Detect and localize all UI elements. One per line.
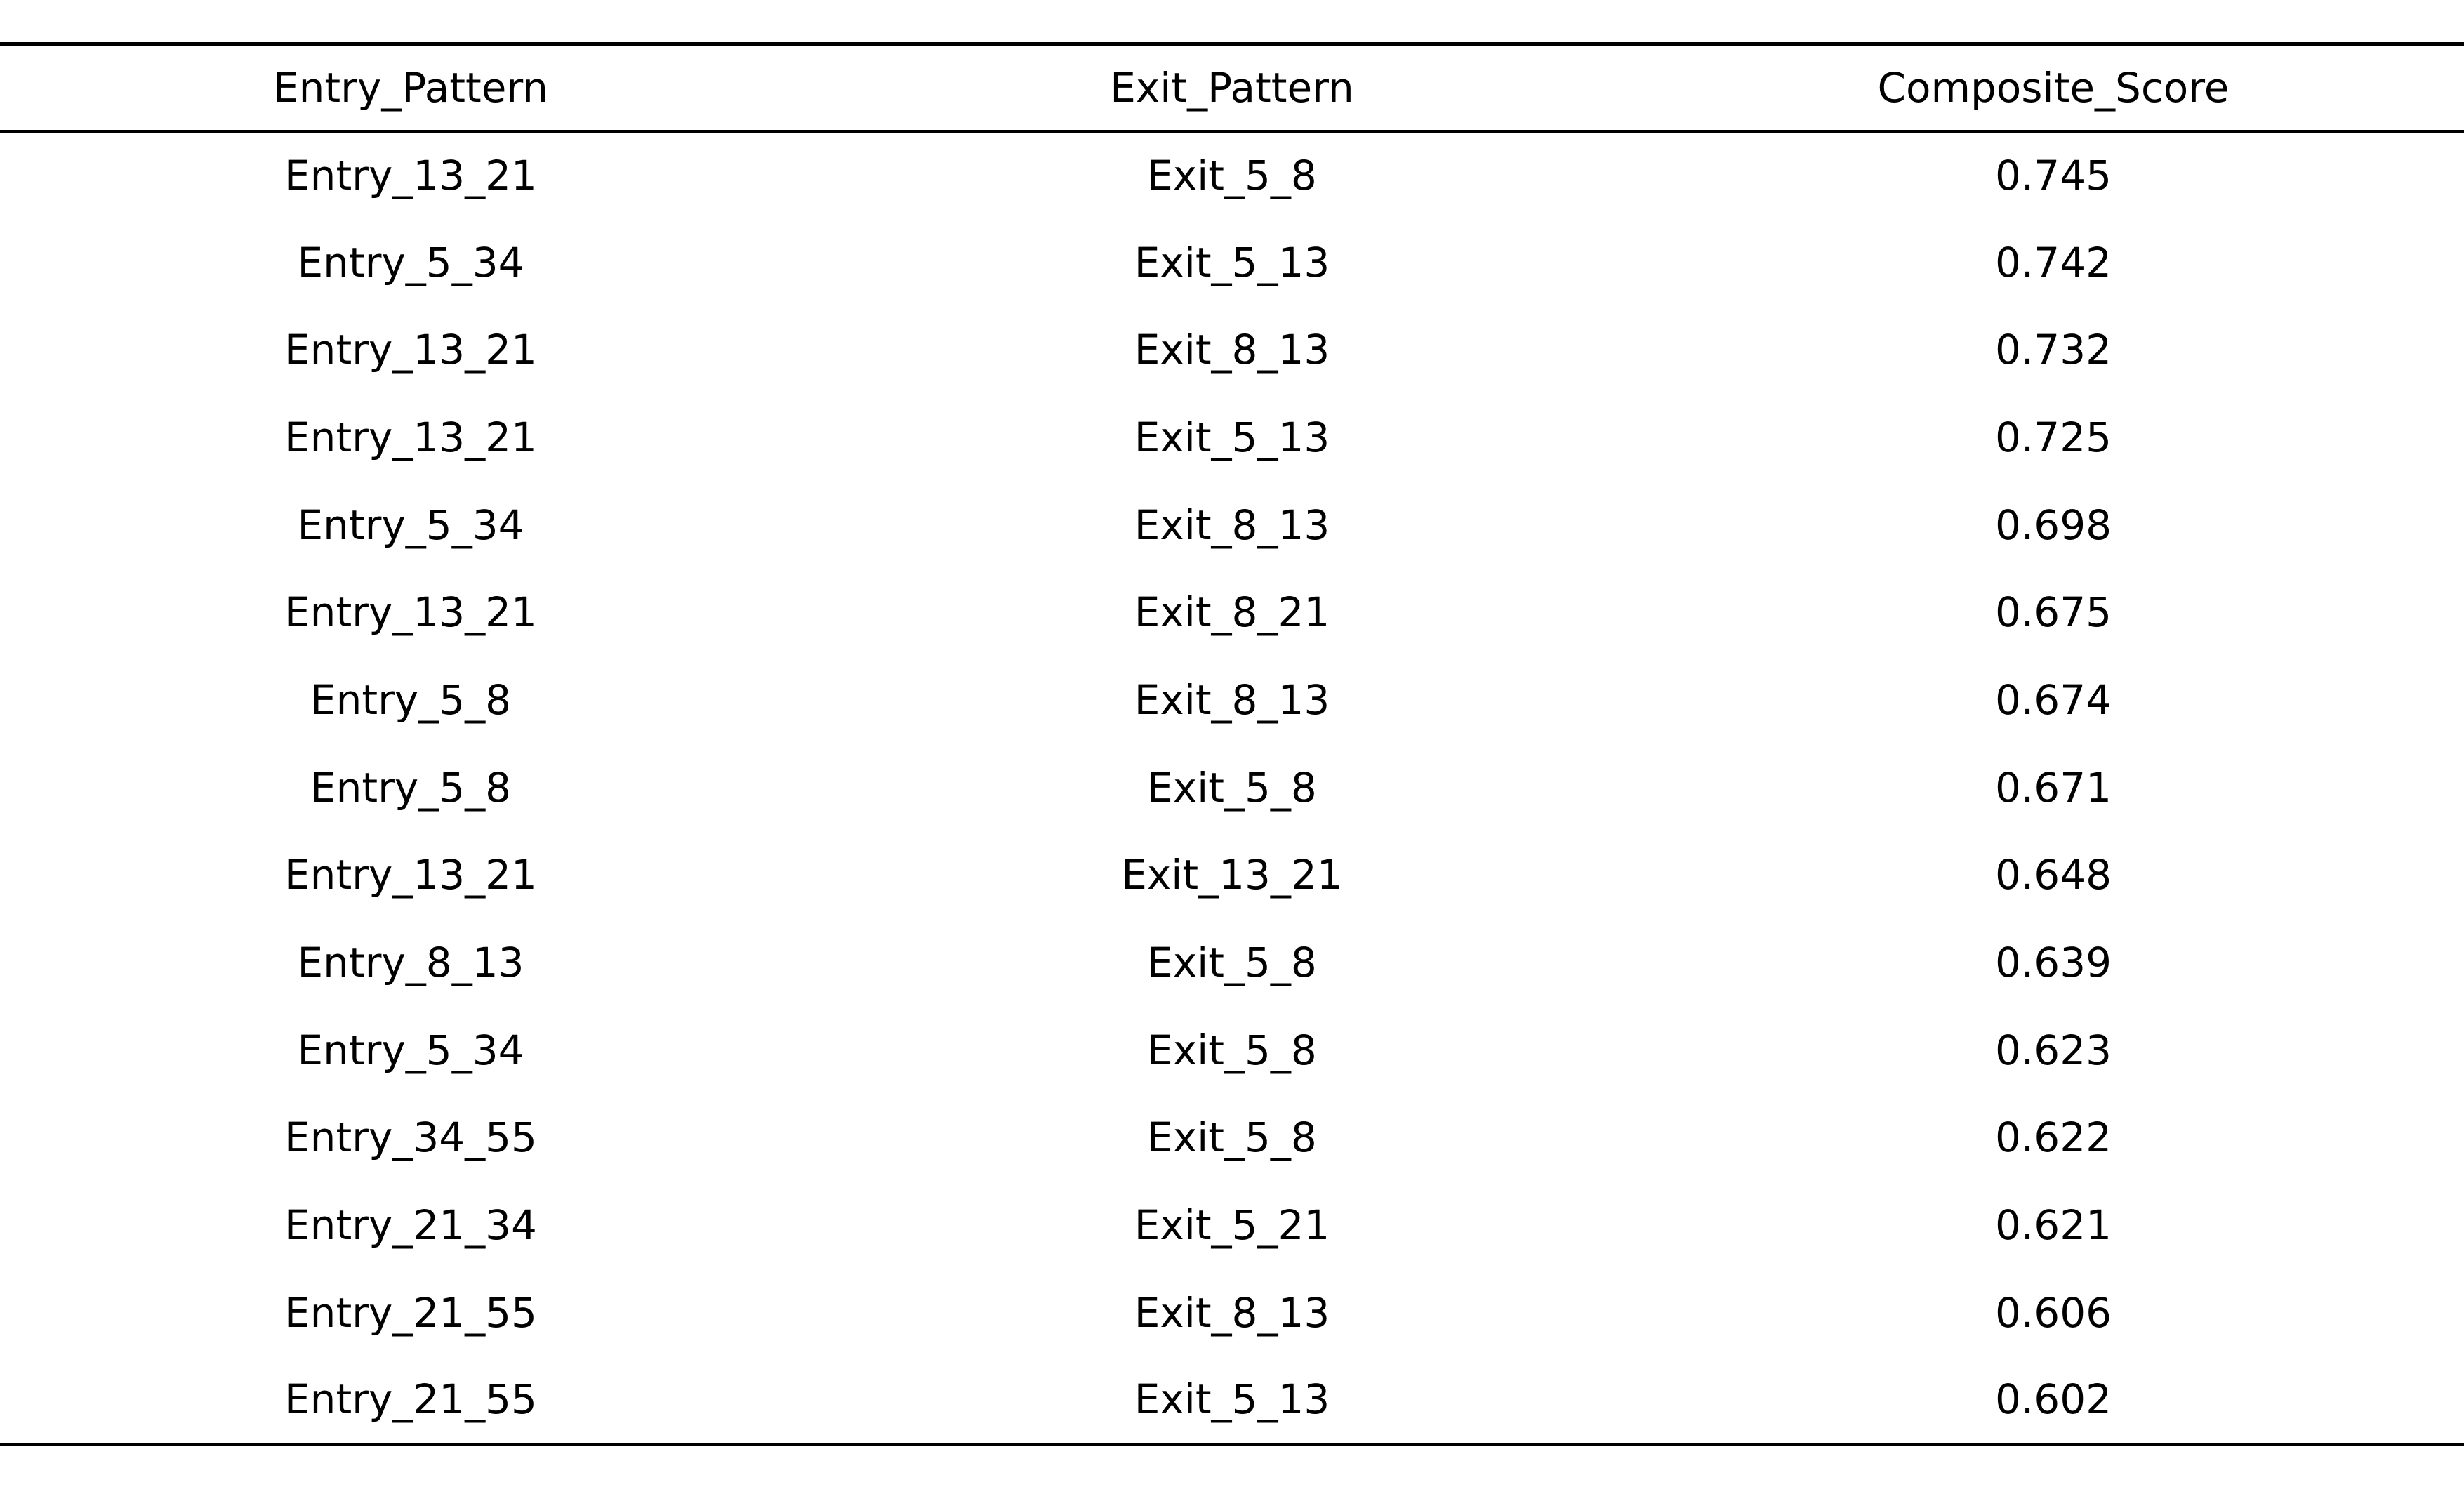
exit-pattern-cell: Exit_5_13 bbox=[1134, 238, 1330, 286]
entry-pattern-cell: Entry_5_34 bbox=[297, 1026, 524, 1074]
results-table: Entry_Pattern Exit_Pattern Composite_Sco… bbox=[0, 42, 2464, 1446]
exit-pattern-cell: Exit_5_8 bbox=[1147, 763, 1317, 812]
exit-pattern-cell: Exit_13_21 bbox=[1121, 851, 1343, 899]
entry-pattern-cell: Entry_13_21 bbox=[284, 851, 537, 899]
entry-pattern-cell: Entry_13_21 bbox=[284, 413, 537, 461]
exit-pattern-cell: Exit_5_21 bbox=[1134, 1201, 1330, 1250]
composite-score-cell: 0.742 bbox=[1994, 238, 2112, 286]
column-header-entry-pattern: Entry_Pattern bbox=[273, 63, 548, 112]
composite-score-cell: 0.675 bbox=[1994, 588, 2112, 637]
entry-pattern-cell: Entry_5_34 bbox=[297, 501, 524, 549]
table-row: Entry_21_34 Exit_5_21 0.621 bbox=[0, 1182, 2464, 1269]
composite-score-cell: 0.725 bbox=[1994, 413, 2112, 461]
composite-score-cell: 0.639 bbox=[1994, 939, 2112, 987]
composite-score-cell: 0.732 bbox=[1994, 326, 2112, 374]
table-row: Entry_5_34 Exit_8_13 0.698 bbox=[0, 481, 2464, 569]
table-row: Entry_21_55 Exit_8_13 0.606 bbox=[0, 1269, 2464, 1356]
table-row: Entry_5_8 Exit_5_8 0.671 bbox=[0, 744, 2464, 831]
table-row: Entry_5_34 Exit_5_8 0.623 bbox=[0, 1006, 2464, 1094]
composite-score-cell: 0.745 bbox=[1994, 151, 2112, 199]
composite-score-cell: 0.623 bbox=[1994, 1026, 2112, 1074]
entry-pattern-cell: Entry_34_55 bbox=[284, 1113, 537, 1162]
exit-pattern-cell: Exit_5_8 bbox=[1147, 939, 1317, 987]
composite-score-cell: 0.622 bbox=[1994, 1113, 2112, 1162]
column-header-composite-score: Composite_Score bbox=[1877, 63, 2230, 112]
entry-pattern-cell: Entry_5_8 bbox=[310, 763, 512, 812]
entry-pattern-cell: Entry_13_21 bbox=[284, 326, 537, 374]
entry-pattern-cell: Entry_21_34 bbox=[284, 1201, 537, 1250]
exit-pattern-cell: Exit_5_8 bbox=[1147, 1113, 1317, 1162]
exit-pattern-cell: Exit_5_13 bbox=[1134, 413, 1330, 461]
entry-pattern-cell: Entry_13_21 bbox=[284, 588, 537, 637]
composite-score-cell: 0.674 bbox=[1994, 675, 2112, 724]
composite-score-cell: 0.602 bbox=[1994, 1375, 2112, 1424]
table-row: Entry_5_34 Exit_5_13 0.742 bbox=[0, 218, 2464, 306]
composite-score-cell: 0.698 bbox=[1994, 501, 2112, 549]
column-header-exit-pattern: Exit_Pattern bbox=[1110, 63, 1354, 112]
composite-score-cell: 0.671 bbox=[1994, 763, 2112, 812]
table-row: Entry_8_13 Exit_5_8 0.639 bbox=[0, 919, 2464, 1007]
table-row: Entry_13_21 Exit_5_8 0.745 bbox=[0, 131, 2464, 219]
table-row: Entry_13_21 Exit_8_21 0.675 bbox=[0, 569, 2464, 656]
exit-pattern-cell: Exit_8_21 bbox=[1134, 588, 1330, 637]
table-body: Entry_13_21 Exit_5_8 0.745 Entry_5_34 Exit_5… bbox=[0, 131, 2464, 1444]
exit-pattern-cell: Exit_5_13 bbox=[1134, 1375, 1330, 1424]
table-row: Entry_13_21 Exit_13_21 0.648 bbox=[0, 831, 2464, 919]
exit-pattern-cell: Exit_5_8 bbox=[1147, 151, 1317, 199]
table-row: Entry_21_55 Exit_5_13 0.602 bbox=[0, 1356, 2464, 1444]
entry-pattern-cell: Entry_21_55 bbox=[284, 1288, 537, 1337]
exit-pattern-cell: Exit_5_8 bbox=[1147, 1026, 1317, 1074]
exit-pattern-cell: Exit_8_13 bbox=[1134, 326, 1330, 374]
composite-score-cell: 0.648 bbox=[1994, 851, 2112, 899]
entry-pattern-cell: Entry_5_8 bbox=[310, 675, 512, 724]
exit-pattern-cell: Exit_8_13 bbox=[1134, 501, 1330, 549]
entry-pattern-cell: Entry_21_55 bbox=[284, 1375, 537, 1424]
exit-pattern-cell: Exit_8_13 bbox=[1134, 675, 1330, 724]
entry-pattern-cell: Entry_13_21 bbox=[284, 151, 537, 199]
composite-score-cell: 0.621 bbox=[1994, 1201, 2112, 1250]
composite-score-cell: 0.606 bbox=[1994, 1288, 2112, 1337]
table-row: Entry_5_8 Exit_8_13 0.674 bbox=[0, 656, 2464, 744]
table-row: Entry_13_21 Exit_8_13 0.732 bbox=[0, 306, 2464, 394]
table-row: Entry_13_21 Exit_5_13 0.725 bbox=[0, 394, 2464, 482]
entry-pattern-cell: Entry_8_13 bbox=[297, 939, 524, 987]
entry-pattern-cell: Entry_5_34 bbox=[297, 238, 524, 286]
table-row: Entry_34_55 Exit_5_8 0.622 bbox=[0, 1094, 2464, 1182]
exit-pattern-cell: Exit_8_13 bbox=[1134, 1288, 1330, 1337]
header-row: Entry_Pattern Exit_Pattern Composite_Sco… bbox=[0, 44, 2464, 131]
